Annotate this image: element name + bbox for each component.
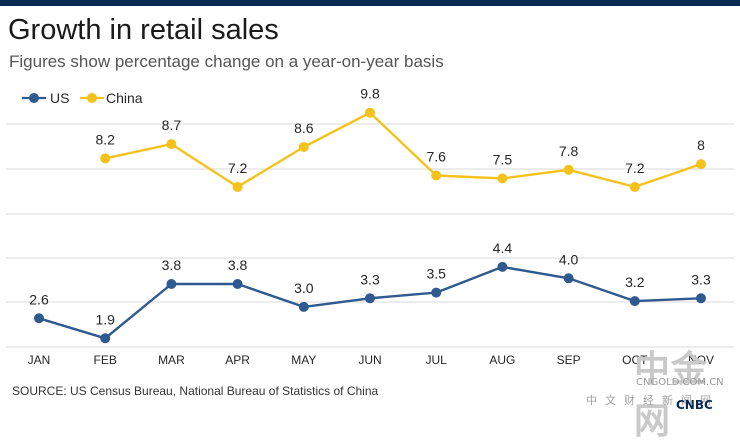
data-label-us: 4.4 (493, 240, 513, 256)
point-us (497, 261, 508, 272)
point-china (166, 139, 177, 150)
cnbc-logo: CNBC (676, 398, 713, 412)
legend: US China (22, 90, 143, 106)
point-us (100, 333, 111, 344)
point-us (298, 301, 309, 312)
data-label-china: 7.2 (625, 160, 645, 176)
data-label-us: 3.3 (360, 271, 380, 287)
x-tick-label: JUN (358, 353, 381, 367)
point-us (629, 296, 640, 307)
data-label-us: 3.0 (294, 280, 314, 296)
point-us (696, 293, 706, 304)
series-layer: 2.6 1.9 3.8 3.8 3.0 3.3 3.5 4.4 4.0 3.2 3.3 8.2 8.7 7… (29, 86, 711, 344)
chart-subtitle: Figures show percentage change on a year… (9, 52, 444, 71)
point-china (629, 181, 640, 192)
series-us: 2.6 1.9 3.8 3.8 3.0 3.3 3.5 4.4 4.0 3.2 3.3 (29, 240, 711, 344)
point-china (100, 153, 111, 164)
top-bar (0, 0, 740, 6)
point-us (166, 279, 177, 290)
legend-china-marker (87, 93, 97, 103)
point-us (431, 287, 442, 298)
point-us (34, 313, 44, 324)
source-note: SOURCE: US Census Bureau, National Burea… (12, 384, 379, 398)
x-tick-label: JUL (426, 353, 448, 367)
data-label-us: 3.8 (228, 257, 248, 273)
data-label-china: 7.2 (228, 160, 248, 176)
data-label-us: 3.3 (691, 271, 711, 287)
data-label-us: 2.6 (29, 291, 49, 307)
point-china (563, 164, 574, 175)
point-us (232, 279, 243, 290)
data-label-china: 8 (697, 137, 705, 153)
point-china (232, 181, 243, 192)
x-tick-label: APR (225, 353, 250, 367)
chart-title: Growth in retail sales (8, 14, 279, 46)
point-us (563, 273, 574, 284)
data-label-us: 4.0 (559, 251, 579, 267)
data-label-us: 3.8 (162, 257, 182, 273)
watermark-url: CNGOLD.COM.CN (636, 377, 724, 388)
series-china-line (104, 111, 702, 189)
data-label-us: 3.5 (426, 266, 446, 282)
x-tick-label: SEP (557, 353, 581, 367)
x-tick-label: FEB (94, 353, 117, 367)
watermark-subtitle: 中文财经新闻网 (586, 394, 719, 407)
x-tick-label: MAY (291, 353, 316, 367)
data-label-china: 9.8 (360, 86, 380, 102)
series-china: 8.2 8.7 7.2 8.6 9.8 7.6 7.5 7.8 7.2 8 (95, 86, 706, 192)
data-label-china: 7.5 (493, 151, 513, 167)
point-us (365, 293, 375, 304)
legend-china-label: China (106, 90, 143, 106)
point-china (696, 159, 706, 170)
data-label-china: 7.6 (426, 149, 446, 165)
point-china (497, 173, 508, 184)
line-chart: US China 2.6 1.9 3.8 3.8 3.0 3.3 3.5 4.4 4.0 3.2 3… (6, 86, 734, 367)
x-tick-label: NOV (688, 353, 714, 367)
data-label-china: 8.2 (95, 131, 115, 147)
point-china (431, 170, 442, 181)
data-label-us: 3.2 (625, 274, 645, 290)
x-tick-label: MAR (158, 353, 185, 367)
x-axis: JAN FEB MAR APR MAY JUN JUL AUG SEP OCT NOV (28, 353, 714, 367)
x-tick-label: AUG (489, 353, 515, 367)
data-label-china: 7.8 (559, 143, 579, 159)
x-tick-label: OCT (622, 353, 648, 367)
gridlines (6, 123, 734, 348)
legend-us-marker (29, 93, 39, 103)
x-tick-label: JAN (28, 353, 51, 367)
point-china (365, 107, 375, 118)
data-label-us: 1.9 (95, 311, 115, 327)
point-china (298, 141, 309, 152)
data-label-china: 8.6 (294, 120, 314, 136)
data-label-china: 8.7 (162, 117, 182, 133)
legend-us-label: US (50, 90, 69, 106)
